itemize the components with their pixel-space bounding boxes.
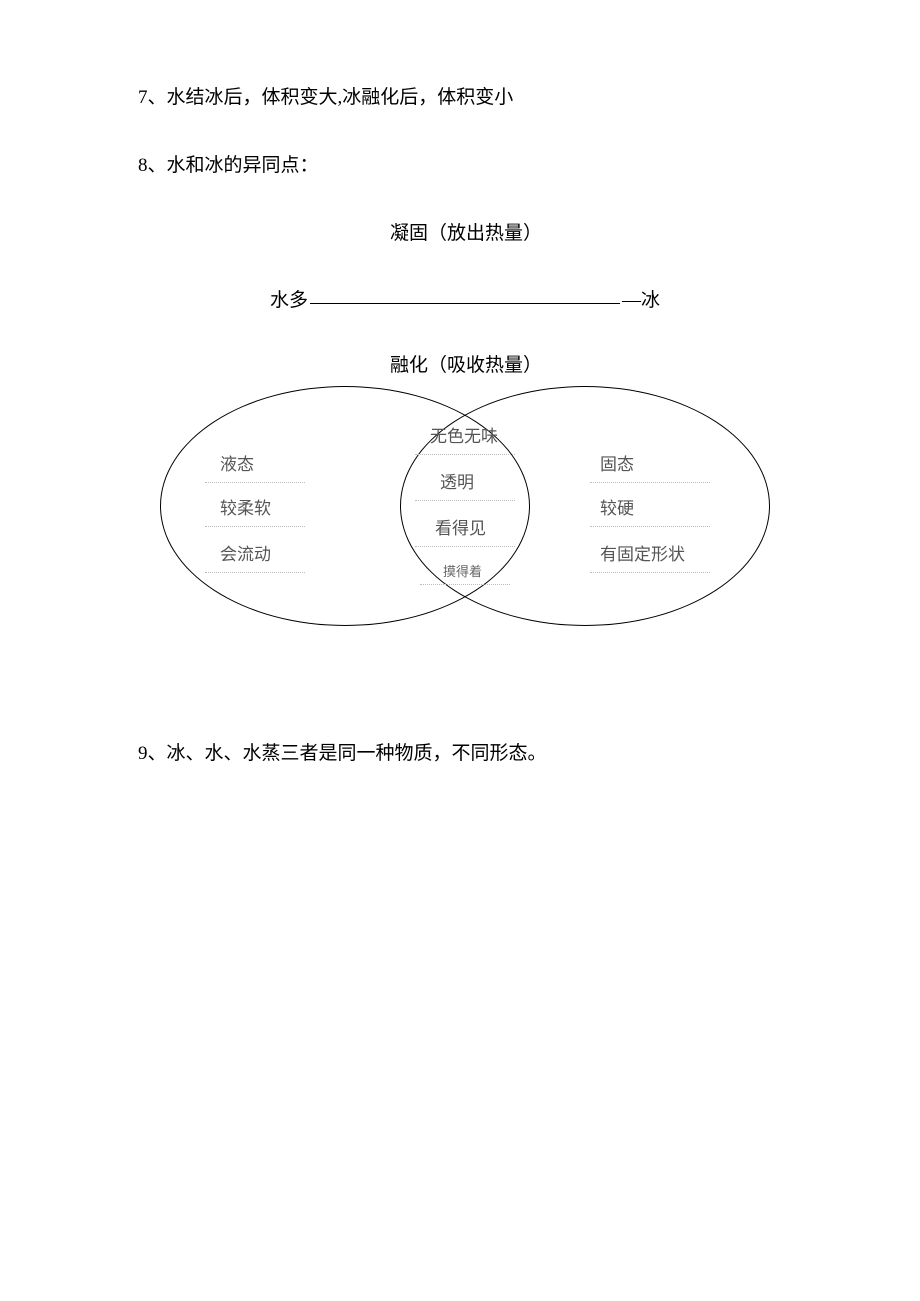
venn-middle-item-2: 看得见 [435,518,486,540]
venn-dotline [205,572,305,573]
venn-middle-item-3: 摸得着 [443,564,482,581]
venn-right-item-0: 固态 [600,454,634,476]
venn-dotline [590,526,710,527]
paragraph-8: 8、水和冰的异同点： [138,152,319,181]
venn-middle-item-0: 无色无味 [430,426,498,448]
transition-line [310,303,620,304]
venn-dotline [415,454,515,455]
venn-left-item-1: 较柔软 [220,498,271,520]
venn-left-item-2: 会流动 [220,544,271,566]
venn-dotline [420,584,510,585]
venn-dotline [415,500,515,501]
venn-dotline [590,572,710,573]
transition-right-sub: —冰 [622,285,660,312]
venn-dotline [590,482,710,483]
paragraph-9: 9、冰、水、水蒸三者是同一种物质，不同形态。 [138,740,547,769]
venn-dotline [415,546,515,547]
venn-dotline [205,482,305,483]
transition-left-sub: 水多 [270,285,308,312]
transition-bottom-label: 融化（吸收热量） [390,350,542,377]
transition-top-label: 凝固（放出热量） [390,218,542,245]
transition-line-row: 水多 —冰 [270,285,660,312]
venn-ellipse-right [400,386,770,626]
venn-right-item-1: 较硬 [600,498,634,520]
venn-diagram: 液态 较柔软 会流动 无色无味 透明 看得见 摸得着 固态 较硬 有固定形状 [160,386,770,641]
venn-left-item-0: 液态 [220,454,254,476]
venn-middle-item-1: 透明 [440,472,474,494]
venn-dotline [205,526,305,527]
paragraph-7: 7、水结冰后，体积变大,冰融化后，体积变小 [138,84,513,113]
venn-right-item-2: 有固定形状 [600,544,685,566]
